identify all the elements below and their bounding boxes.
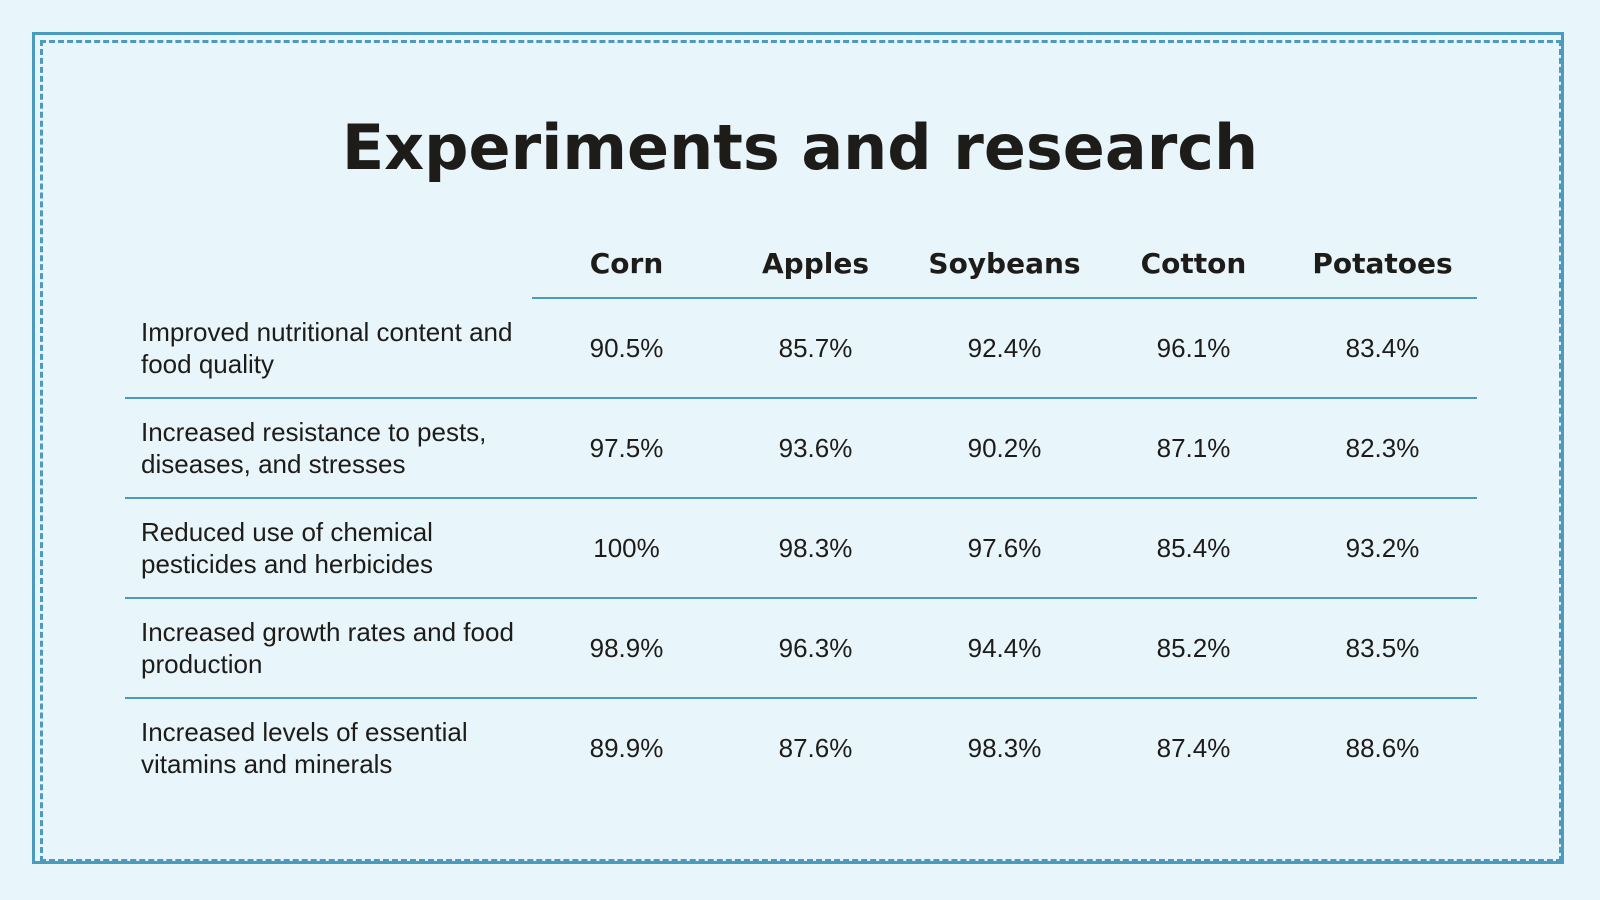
column-header: Apples: [721, 230, 910, 299]
value-cell: 98.3%: [721, 498, 910, 599]
row-label: Increased growth rates and food producti…: [125, 598, 532, 699]
value-cell: 100%: [532, 498, 721, 599]
column-header: Potatoes: [1288, 230, 1477, 299]
value-cell: 87.6%: [778, 732, 853, 763]
value-cell: 96.1%: [1099, 298, 1288, 399]
column-header: Soybeans: [910, 230, 1099, 299]
value-cell: 93.2%: [1288, 498, 1477, 599]
value-cell: 94.4%: [910, 598, 1099, 699]
value-cell: 96.3%: [721, 598, 910, 699]
value-cell: 97.5%: [532, 398, 721, 499]
value-cell: 90.2%: [910, 398, 1099, 499]
header-row: Corn Apples Soybeans Cotton Potatoes: [125, 230, 1477, 299]
row-label: Increased levels of essential vitamins a…: [141, 717, 468, 779]
table-row: Reduced use of chemical pesticides and h…: [125, 498, 1477, 599]
value-cell: 83.5%: [1288, 598, 1477, 699]
value-cell: 97.6%: [910, 498, 1099, 599]
value-cell: 85.2%: [1099, 598, 1288, 699]
row-label: Increased resistance to pests, diseases,…: [125, 398, 532, 499]
value-cell: 88.6%: [1345, 732, 1420, 763]
value-cell: 93.6%: [721, 398, 910, 499]
table-body: Improved nutritional content and food qu…: [125, 298, 1477, 797]
column-header: Corn: [532, 230, 721, 299]
table-row: Increased growth rates and food producti…: [125, 598, 1477, 699]
results-table: Corn Apples Soybeans Cotton Potatoes Improve…: [125, 230, 1477, 797]
value-cell: 87.4%: [1156, 732, 1231, 763]
value-cell: 98.3%: [967, 732, 1042, 763]
value-cell: 92.4%: [910, 298, 1099, 399]
table-row: Increased resistance to pests, diseases,…: [125, 398, 1477, 499]
value-cell: 85.4%: [1099, 498, 1288, 599]
value-cell: 90.5%: [532, 298, 721, 399]
row-label: Reduced use of chemical pesticides and h…: [125, 498, 532, 599]
row-label: Improved nutritional content and food qu…: [125, 298, 532, 399]
value-cell: 98.9%: [532, 598, 721, 699]
table-row: Improved nutritional content and food qu…: [125, 298, 1477, 399]
value-cell: 83.4%: [1288, 298, 1477, 399]
table-row: Increased levels of essential vitamins a…: [125, 698, 1477, 797]
column-header: Cotton: [1099, 230, 1288, 299]
value-cell: 85.7%: [721, 298, 910, 399]
outer-frame: [32, 32, 1564, 864]
title: Experiments and research: [341, 111, 1259, 184]
corner-cell: [125, 230, 532, 298]
value-cell: 87.1%: [1099, 398, 1288, 499]
dashed-frame: [40, 40, 1562, 862]
value-cell: 89.9%: [589, 732, 664, 763]
value-cell: 82.3%: [1288, 398, 1477, 499]
